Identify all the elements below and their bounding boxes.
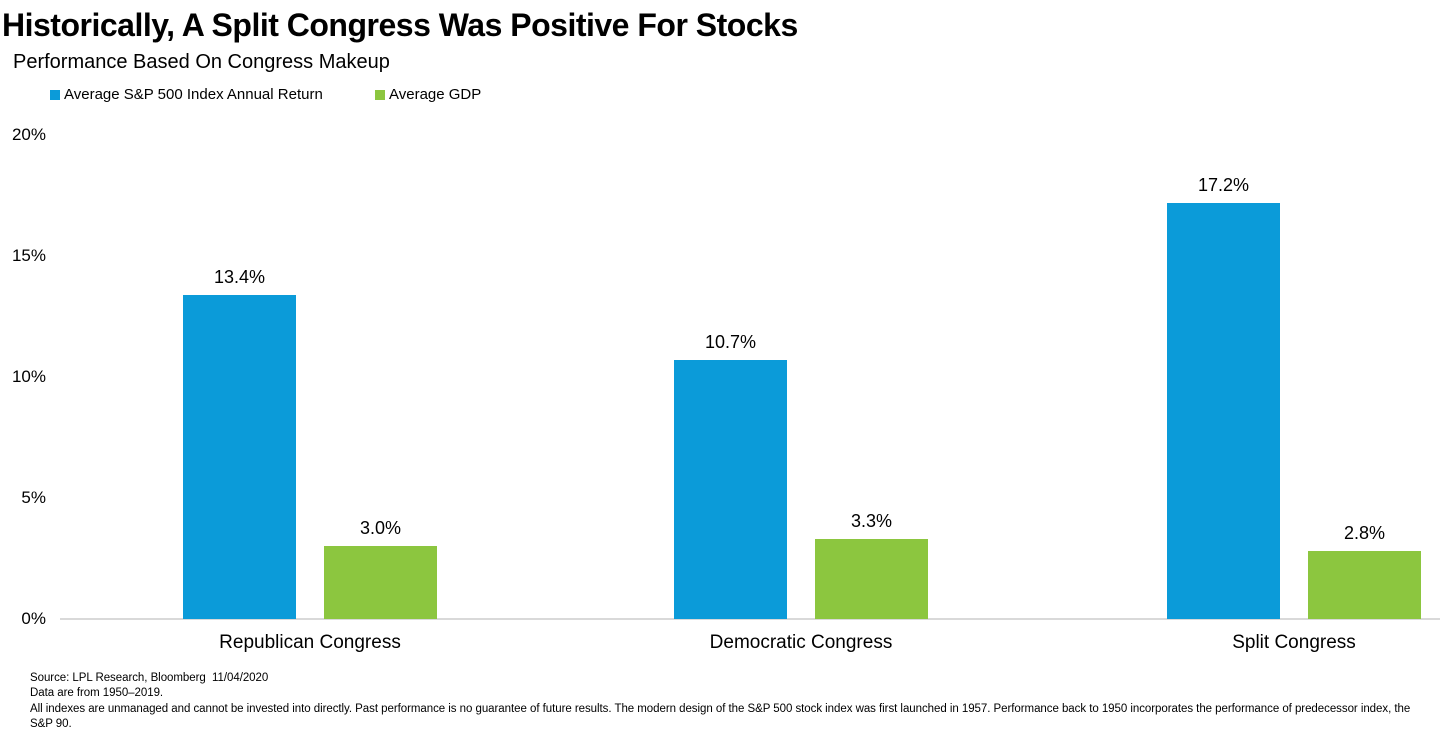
bar-gdp <box>1308 551 1421 619</box>
y-axis-tick-label: 20% <box>11 125 46 144</box>
chart-title: Historically, A Split Congress Was Posit… <box>2 7 798 43</box>
legend-item: Average GDP <box>375 86 481 103</box>
bar-value-label: 13.4% <box>213 266 266 287</box>
legend-label: Average S&P 500 Index Annual Return <box>64 86 323 103</box>
legend-label: Average GDP <box>389 86 482 103</box>
legend-swatch <box>50 89 60 100</box>
bar-sp500 <box>1167 202 1280 619</box>
bar-sp500 <box>674 360 787 619</box>
bar-value-label: 3.0% <box>359 518 402 539</box>
x-axis-category-label: Split Congress <box>1232 632 1356 653</box>
chart-subtitle: Performance Based On Congress Makeup <box>13 51 390 73</box>
x-axis-line <box>60 618 1440 620</box>
disclaimer-text: All indexes are unmanaged and cannot be … <box>30 702 1414 731</box>
legend-swatch <box>375 89 385 100</box>
x-axis-category-label: Democratic Congress <box>709 632 893 653</box>
y-axis-tick-label: 15% <box>11 246 46 265</box>
bar-value-label: 10.7% <box>704 332 757 353</box>
source-line: Source: LPL Research, Bloomberg 11/04/20… <box>30 672 269 684</box>
footnotes: Source: LPL Research, Bloomberg 11/04/20… <box>30 671 1428 733</box>
legend-item: Average S&P 500 Index Annual Return <box>50 86 323 103</box>
bar-gdp <box>324 546 437 619</box>
bar-value-label: 2.8% <box>1343 523 1386 544</box>
bar-value-label: 17.2% <box>1197 174 1250 195</box>
data-range-line: Data are from 1950–2019. <box>30 687 164 700</box>
bar-value-label: 3.3% <box>850 511 893 532</box>
y-axis-tick-label: 5% <box>21 488 46 507</box>
bar-gdp <box>815 539 928 619</box>
legend: Average S&P 500 Index Annual Return Avera… <box>0 86 1440 104</box>
y-axis-tick-label: 0% <box>21 609 46 628</box>
bar-sp500 <box>183 294 296 619</box>
x-axis-category-label: Republican Congress <box>219 632 401 653</box>
y-axis-tick-label: 10% <box>11 367 46 386</box>
